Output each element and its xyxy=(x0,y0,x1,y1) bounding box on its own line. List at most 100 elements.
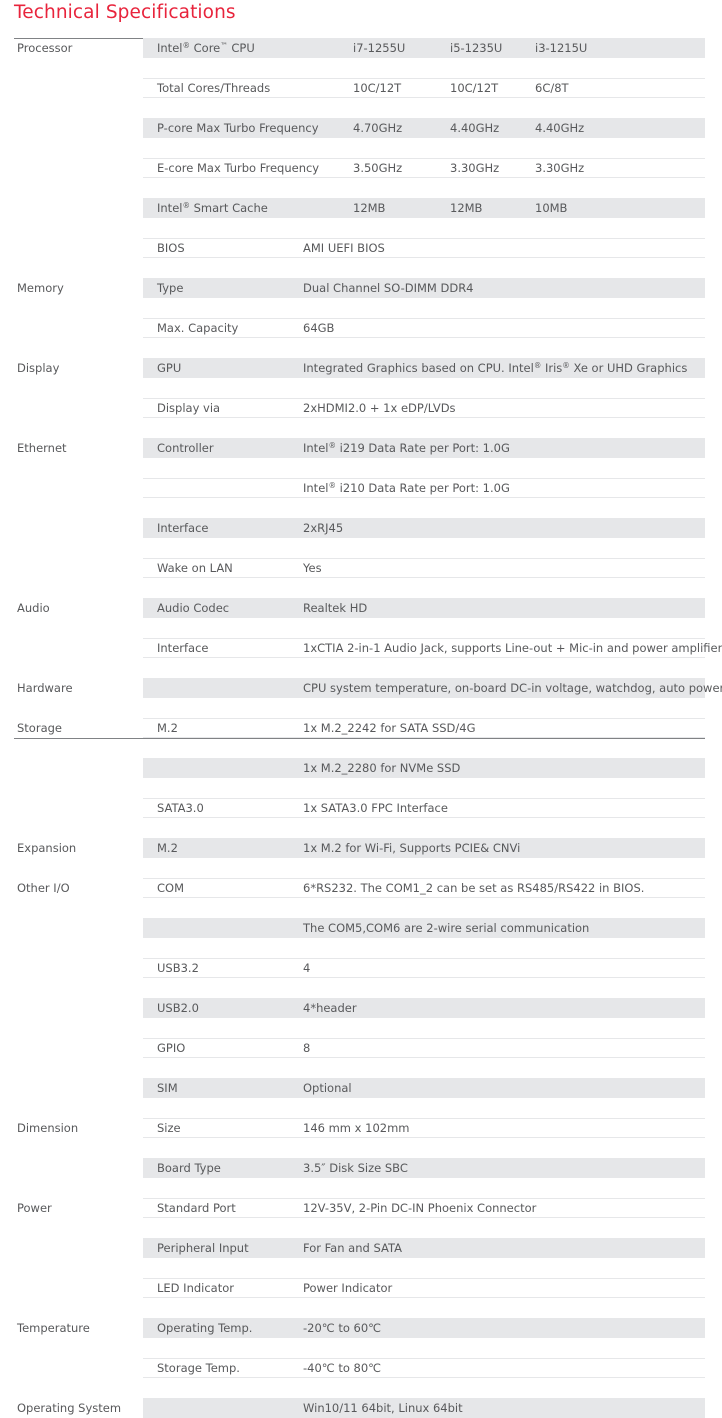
row-item-label: M.2 xyxy=(157,841,178,855)
row-item-label: USB3.2 xyxy=(157,961,199,975)
row-value: 1x SATA3.0 FPC Interface xyxy=(303,801,448,815)
row-item-label: Audio Codec xyxy=(157,601,230,615)
row-value: 1x M.2_2280 for NVMe SSD xyxy=(303,761,461,775)
row-item-label: Interface xyxy=(157,521,209,535)
row-item-label: Type xyxy=(157,281,184,295)
row-background xyxy=(143,158,705,178)
row-item-label: Max. Capacity xyxy=(157,321,239,335)
row-value: Intel® i210 Data Rate per Port: 1.0G xyxy=(303,481,510,495)
row-background xyxy=(143,998,705,1018)
row-background xyxy=(143,958,705,978)
row-background xyxy=(143,1078,705,1098)
row-value: -20℃ to 60℃ xyxy=(303,1321,382,1335)
row-background xyxy=(143,558,705,578)
row-item-label: Peripheral Input xyxy=(157,1241,249,1255)
row-value: Integrated Graphics based on CPU. Intel®… xyxy=(303,361,688,375)
table-row: Interface 1xCTIA 2-in-1 Audio Jack, suppo… xyxy=(0,638,722,658)
row-category-label: Processor xyxy=(17,41,73,55)
table-row: Other I/O COM 6*RS232. The COM1_2 can be s… xyxy=(0,878,706,898)
row-category-label: Storage xyxy=(17,721,62,735)
row-value: -40℃ to 80℃ xyxy=(303,1361,382,1375)
table-row: Display via 2xHDMI2.0 + 1x eDP/LVDs xyxy=(0,398,706,418)
row-cpu2-value: 4.40GHz xyxy=(450,121,500,135)
table-row: Max. Capacity 64GB xyxy=(0,318,706,338)
row-background xyxy=(143,598,705,618)
row-cpu2-value: 10C/12T xyxy=(450,81,499,95)
table-row: Intel® Smart Cache 12MB 12MB 10MB xyxy=(0,198,706,218)
row-cpu3-value: 6C/8T xyxy=(535,81,569,95)
row-value: 2xRJ45 xyxy=(303,521,344,535)
row-value: 6*RS232. The COM1_2 can be set as RS485/… xyxy=(303,881,645,895)
row-item-label: M.2 xyxy=(157,721,178,735)
row-item-label: Wake on LAN xyxy=(157,561,233,575)
table-row: Processor Intel® Core™ CPU i7-1255U i5-1235… xyxy=(0,38,706,58)
row-background xyxy=(143,478,705,498)
row-value: Power Indicator xyxy=(303,1281,393,1295)
row-background xyxy=(143,278,705,298)
row-background xyxy=(143,678,705,698)
row-cpu1-value: 4.70GHz xyxy=(353,121,403,135)
table-row: Total Cores/Threads 10C/12T 10C/12T 6C/8T xyxy=(0,78,706,98)
row-value: Intel® i219 Data Rate per Port: 1.0G xyxy=(303,441,510,455)
row-item-label: Size xyxy=(157,1121,181,1135)
row-value: Yes xyxy=(303,561,322,575)
table-row: Operating System Win10/11 64bit, Linux 64… xyxy=(0,1398,706,1418)
row-category-label: Operating System xyxy=(17,1401,122,1415)
row-background xyxy=(143,638,705,658)
row-value: Optional xyxy=(303,1081,352,1095)
row-item-label: GPIO xyxy=(157,1041,186,1055)
row-category-label: Display xyxy=(17,361,60,375)
row-category-label: Expansion xyxy=(17,841,77,855)
row-item-label: USB2.0 xyxy=(157,1001,199,1015)
row-cpu3-value: i3-1215U xyxy=(535,41,588,55)
row-category-label: Other I/O xyxy=(17,881,70,895)
row-value: AMI UEFI BIOS xyxy=(303,241,385,255)
row-background xyxy=(143,358,705,378)
row-value: Dual Channel SO-DIMM DDR4 xyxy=(303,281,474,295)
row-item-label: Board Type xyxy=(157,1161,221,1175)
row-cpu3-value: 3.30GHz xyxy=(535,161,585,175)
row-value: 4*header xyxy=(303,1001,357,1015)
row-background xyxy=(143,1158,705,1178)
table-row: SATA3.0 1x SATA3.0 FPC Interface xyxy=(0,798,706,818)
row-value: CPU system temperature, on-board DC-in v… xyxy=(303,681,722,695)
row-value: 8 xyxy=(303,1041,311,1055)
row-item-label: COM xyxy=(157,881,185,895)
page-title: Technical Specifications xyxy=(14,2,236,23)
row-category-label: Memory xyxy=(17,281,64,295)
row-background xyxy=(143,1118,705,1138)
row-item-label: Intel® Core™ CPU xyxy=(157,41,255,55)
row-background xyxy=(143,238,705,258)
row-value: 1x M.2_2242 for SATA SSD/4G xyxy=(303,721,476,735)
row-value: 3.5″ Disk Size SBC xyxy=(303,1161,408,1175)
table-row: SIM Optional xyxy=(0,1078,706,1098)
row-value: 12V-35V, 2-Pin DC-IN Phoenix Connector xyxy=(303,1201,537,1215)
row-value: For Fan and SATA xyxy=(303,1241,402,1255)
table-row: Audio Audio Codec Realtek HD xyxy=(0,598,706,618)
table-row: Display GPU Integrated Graphics based on C… xyxy=(0,358,706,378)
row-cpu2-value: i5-1235U xyxy=(450,41,503,55)
row-item-label: SIM xyxy=(157,1081,178,1095)
row-cpu1-value: 10C/12T xyxy=(353,81,402,95)
row-value: 2xHDMI2.0 + 1x eDP/LVDs xyxy=(303,401,456,415)
table-row: The COM5,COM6 are 2-wire serial communic… xyxy=(0,918,706,938)
row-item-label: Interface xyxy=(157,641,209,655)
row-item-label: Display via xyxy=(157,401,221,415)
table-row: E-core Max Turbo Frequency 3.50GHz 3.30GHz… xyxy=(0,158,706,178)
row-item-label: E-core Max Turbo Frequency xyxy=(157,161,320,175)
table-bottom-rule xyxy=(14,738,705,739)
row-value: 146 mm x 102mm xyxy=(303,1121,410,1135)
table-row: Dimension Size 146 mm x 102mm xyxy=(0,1118,706,1138)
row-background xyxy=(143,518,705,538)
table-row: 1x M.2_2280 for NVMe SSD xyxy=(0,758,706,778)
table-row: Power Standard Port 12V-35V, 2-Pin DC-IN P… xyxy=(0,1198,706,1218)
row-item-label: LED Indicator xyxy=(157,1281,235,1295)
table-row: LED Indicator Power Indicator xyxy=(0,1278,706,1298)
table-body: Processor Intel® Core™ CPU i7-1255U i5-1235… xyxy=(0,38,722,1418)
row-category-label: Power xyxy=(17,1201,52,1215)
table-row: GPIO 8 xyxy=(0,1038,706,1058)
table-row: Peripheral Input For Fan and SATA xyxy=(0,1238,706,1258)
row-background xyxy=(143,198,705,218)
table-row: Ethernet Controller Intel® i219 Data Rate … xyxy=(0,438,706,458)
row-value: Realtek HD xyxy=(303,601,368,615)
